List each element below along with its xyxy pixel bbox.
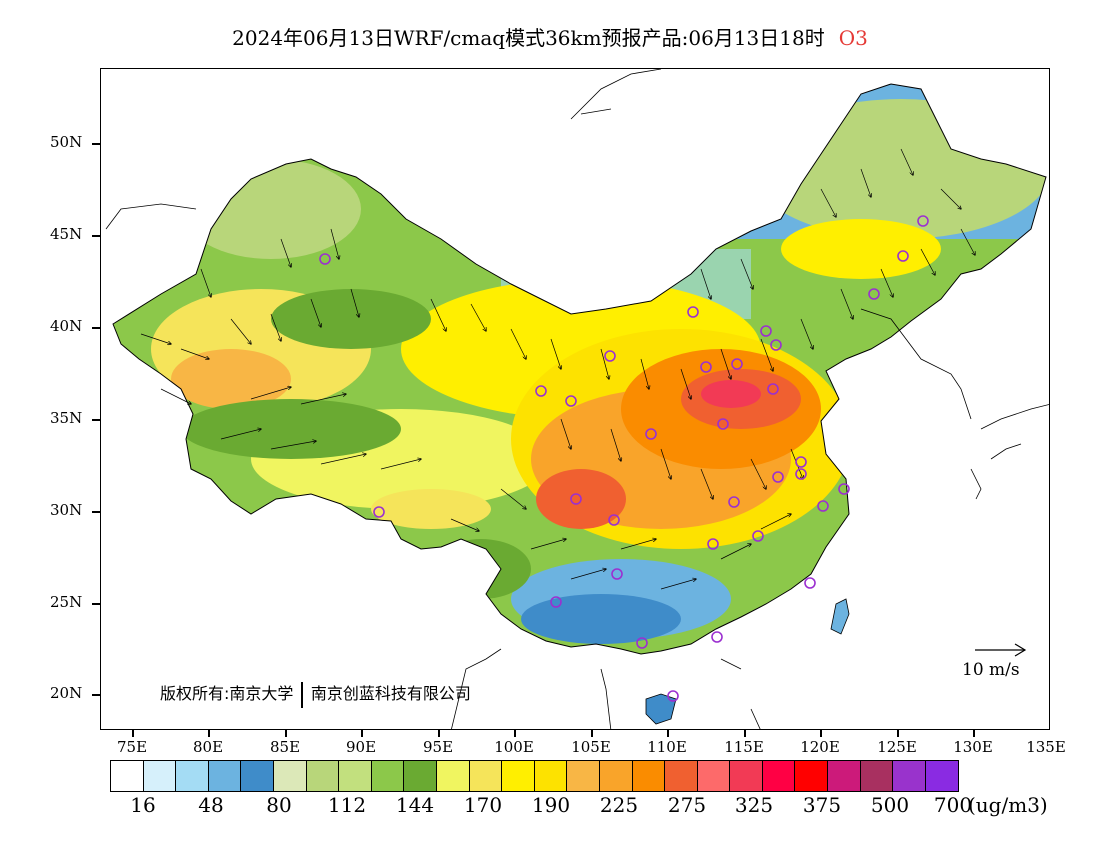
legend-color-swatch [860,761,894,791]
legend-label: 275 [667,793,707,817]
lat-label-50n: 50N [50,133,83,151]
lat-tick [92,235,100,237]
lat-tick [92,694,100,696]
legend-color-swatch [762,761,796,791]
lon-label-135e: 135E [1026,738,1066,756]
lon-tick [591,730,593,737]
legend-color-swatch [469,761,503,791]
legend-color-swatch [730,761,763,791]
copyright-prefix: 版权所有:南京大学 [160,684,294,703]
lon-label-105e: 105E [571,738,611,756]
lon-tick [514,730,516,737]
lon-label-75e: 75E [116,738,148,756]
legend-color-swatch [208,761,242,791]
lon-label-115e: 115E [724,738,764,756]
lon-label-130e: 130E [953,738,993,756]
lon-label-95e: 95E [422,738,454,756]
legend-unit: (ug/m3) [968,793,1048,817]
legend-color-swatch [404,761,437,791]
lon-tick [438,730,440,737]
legend-color-swatch [502,761,535,791]
legend-color-swatch [795,761,829,791]
reference-vector-label: 10 m/s [962,660,1020,680]
lat-tick [92,511,100,513]
copyright-divider [301,681,303,708]
lon-label-80e: 80E [192,738,224,756]
legend-label: 325 [734,793,774,817]
legend-color-swatch [241,761,274,791]
lat-tick [92,143,100,145]
legend-color-swatch [567,761,600,791]
lon-label-85e: 85E [269,738,301,756]
copyright-company: 南京创蓝科技有限公司 [310,684,471,703]
legend-label: 16 [130,793,156,817]
lon-tick [667,730,669,737]
lon-tick [973,730,975,737]
lon-tick [744,730,746,737]
legend-color-swatch [828,761,861,791]
map-frame [100,68,1050,730]
legend-label: 225 [599,793,639,817]
lon-tick [361,730,363,737]
lon-tick [897,730,899,737]
ozone-map [105,69,1049,729]
legend-label: 48 [198,793,224,817]
legend-color-swatch [176,761,209,791]
lat-label-35n: 35N [50,409,83,427]
lat-label-20n: 20N [50,684,83,702]
reference-vector-arrow-icon [975,643,1027,657]
lon-label-125e: 125E [877,738,917,756]
title-text: 2024年06月13日WRF/cmaq模式36km预报产品:06月13日18时 [232,26,825,50]
legend-color-swatch [306,761,340,791]
legend-label: 500 [870,793,910,817]
legend-color-swatch [273,761,307,791]
legend-color-swatch [339,761,372,791]
copyright-notice: 版权所有:南京大学 南京创蓝科技有限公司 [160,680,471,708]
legend-color-swatch [436,761,470,791]
legend-color-swatch [632,761,666,791]
lon-label-100e: 100E [494,738,534,756]
pollutant-label: O3 [838,26,868,50]
lat-tick [92,603,100,605]
color-legend [110,760,960,792]
legend-color-swatch [665,761,698,791]
lon-label-110e: 110E [647,738,687,756]
legend-label: 80 [266,793,292,817]
lat-tick [92,419,100,421]
lon-label-90e: 90E [345,738,377,756]
legend-label: 375 [802,793,842,817]
lat-label-30n: 30N [50,501,83,519]
legend-color-swatch [143,761,177,791]
lon-label-120e: 120E [800,738,840,756]
map-title: 2024年06月13日WRF/cmaq模式36km预报产品:06月13日18时 O… [0,22,1100,51]
legend-color-swatch [599,761,633,791]
legend-color-swatch [697,761,731,791]
lon-tick [820,730,822,737]
legend-label: 170 [463,793,503,817]
lat-label-25n: 25N [50,593,83,611]
lat-label-40n: 40N [50,317,83,335]
legend-label: 700 [933,793,973,817]
lon-tick [132,730,134,737]
lat-label-45n: 45N [50,225,83,243]
legend-color-swatch [925,761,959,791]
legend-label: 112 [327,793,367,817]
legend-label: 144 [395,793,435,817]
lon-tick [285,730,287,737]
legend-color-swatch [371,761,405,791]
legend-color-swatch [534,761,568,791]
lon-tick [208,730,210,737]
legend-color-swatch [111,761,144,791]
legend-label: 190 [531,793,571,817]
legend-color-swatch [893,761,926,791]
lat-tick [92,327,100,329]
